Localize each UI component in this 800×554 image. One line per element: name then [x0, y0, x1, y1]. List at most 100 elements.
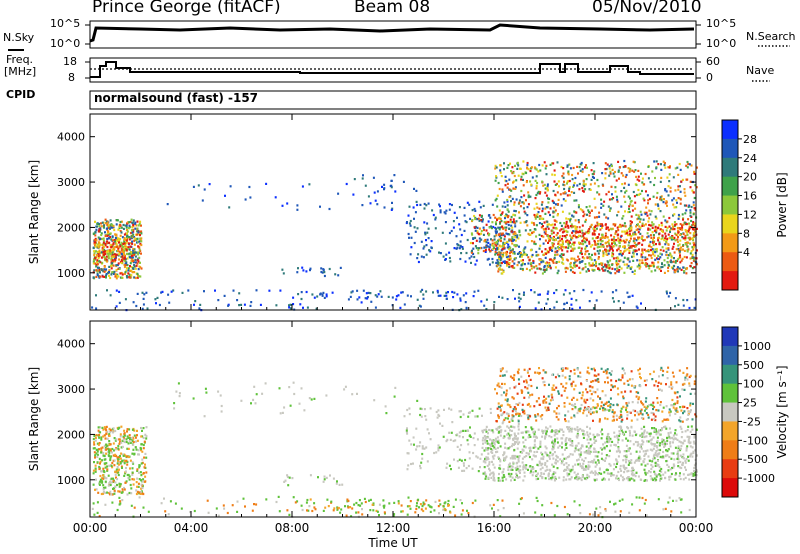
echo-cell	[104, 222, 107, 225]
echo-cell	[390, 184, 393, 187]
echo-cell	[650, 246, 653, 249]
echo-cell	[656, 473, 659, 477]
echo-cell	[516, 264, 519, 267]
echo-cell	[442, 255, 445, 258]
echo-cell	[643, 429, 646, 432]
echo-cell	[526, 163, 529, 167]
echo-cell	[531, 253, 534, 257]
echo-cell	[115, 264, 118, 267]
echo-cell	[526, 240, 529, 243]
echo-cell	[679, 233, 682, 236]
echo-cell	[468, 257, 471, 260]
echo-cell	[479, 206, 482, 209]
echo-cell	[459, 245, 462, 248]
echo-cell	[498, 233, 500, 236]
echo-cell	[611, 254, 614, 257]
echo-cell	[577, 442, 580, 445]
echo-cell	[129, 256, 131, 259]
echo-cell	[310, 398, 313, 401]
echo-cell	[93, 461, 95, 464]
echo-cell	[514, 297, 516, 300]
echo-cell	[115, 277, 118, 280]
echo-cell	[92, 469, 95, 472]
echo-cell	[141, 486, 144, 490]
echo-cell	[656, 446, 659, 449]
echo-cell	[554, 238, 557, 241]
echo-cell	[610, 234, 613, 237]
echo-cell	[544, 431, 547, 434]
echo-cell	[692, 259, 695, 262]
echo-cell	[523, 291, 525, 294]
echo-cell	[279, 289, 282, 292]
echo-cell	[111, 501, 114, 504]
echo-cell	[118, 301, 121, 304]
echo-cell	[462, 413, 465, 416]
echo-cell	[671, 247, 674, 250]
echo-cell	[588, 300, 591, 303]
echo-cell	[647, 235, 650, 238]
echo-cell	[563, 222, 566, 225]
echo-cell	[459, 257, 462, 261]
echo-cell	[97, 443, 100, 446]
echo-cell	[656, 257, 658, 260]
echo-cell	[681, 430, 684, 434]
echo-cell	[506, 198, 509, 202]
echo-cell	[683, 191, 686, 194]
echo-cell	[644, 258, 647, 262]
echo-cell	[530, 267, 533, 270]
echo-cell	[551, 162, 554, 165]
echo-cell	[145, 471, 148, 474]
echo-cell	[104, 486, 107, 489]
echo-cell	[627, 447, 630, 450]
echo-cell	[497, 479, 500, 482]
echo-cell	[96, 263, 99, 266]
echo-cell	[125, 249, 128, 252]
echo-cell	[592, 162, 595, 165]
echo-cell	[492, 248, 495, 251]
echo-cell	[612, 197, 615, 200]
echo-cell	[549, 266, 552, 269]
echo-cell	[529, 233, 532, 236]
echo-cell	[589, 450, 592, 453]
echo-cell	[646, 257, 649, 261]
echo-cell	[574, 259, 577, 262]
echo-cell	[302, 269, 305, 272]
echo-cell	[684, 229, 687, 232]
echo-cell	[374, 306, 377, 309]
echo-cell	[93, 451, 96, 454]
echo-cell	[279, 412, 282, 415]
echo-cell	[436, 416, 439, 419]
echo-cell	[670, 260, 672, 264]
echo-cell	[417, 260, 420, 264]
echo-cell	[577, 206, 580, 209]
echo-cell	[594, 470, 597, 473]
echo-cell	[575, 264, 578, 267]
echo-cell	[446, 462, 449, 465]
echo-cell	[420, 461, 423, 464]
echo-cell	[416, 227, 419, 230]
echo-cell	[668, 173, 671, 176]
echo-cell	[536, 213, 539, 216]
echo-cell	[372, 502, 375, 505]
echo-cell	[609, 207, 612, 210]
echo-cell	[448, 208, 451, 211]
echo-cell	[108, 274, 110, 277]
echo-cell	[669, 291, 672, 294]
echo-cell	[604, 223, 607, 226]
echo-cell	[530, 426, 533, 429]
echo-cell	[653, 229, 656, 232]
echo-cell	[509, 246, 512, 249]
echo-cell	[559, 428, 562, 431]
echo-cell	[570, 223, 573, 226]
echo-cell	[566, 472, 569, 475]
echo-cell	[103, 248, 106, 252]
echo-cell	[120, 446, 123, 449]
echo-cell	[244, 198, 247, 201]
echo-cell	[588, 210, 590, 214]
echo-cell	[653, 427, 656, 430]
echo-cell	[119, 223, 121, 226]
echo-cell	[95, 250, 98, 253]
echo-cell	[534, 179, 537, 182]
echo-cell	[695, 257, 698, 260]
echo-cell	[648, 243, 651, 246]
